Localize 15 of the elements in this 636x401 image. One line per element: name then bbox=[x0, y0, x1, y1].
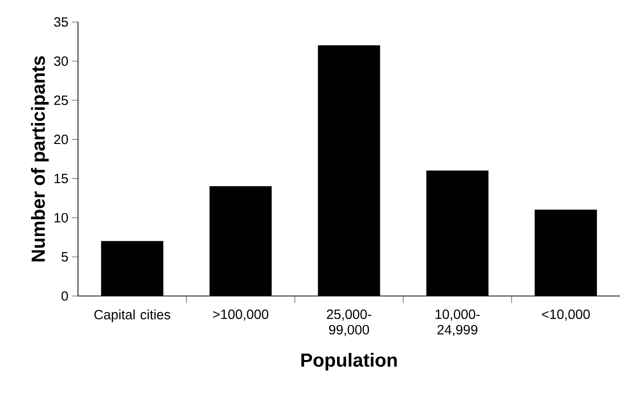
x-tick-label: 10,000-24,999 bbox=[436, 310, 480, 336]
y-tick-label: 30 bbox=[54, 56, 68, 66]
y-axis-title: Number of participants bbox=[31, 56, 49, 262]
x-tick-label: <10,000 bbox=[542, 310, 590, 321]
x-axis-title: Population bbox=[301, 352, 397, 371]
y-tick-label: 35 bbox=[54, 17, 68, 27]
y-tick-label: 0 bbox=[62, 291, 68, 301]
x-tick-label: Capital cities bbox=[94, 310, 170, 322]
y-tick-label: 10 bbox=[54, 212, 68, 222]
y-tick-label: 15 bbox=[54, 174, 68, 184]
x-tick-label: 25,000-99,000 bbox=[326, 310, 372, 336]
y-tick-label: 20 bbox=[54, 134, 68, 144]
x-tick-label: >100,000 bbox=[213, 310, 268, 321]
y-tick-label: 25 bbox=[54, 96, 68, 106]
y-tick-label: 5 bbox=[62, 252, 68, 262]
